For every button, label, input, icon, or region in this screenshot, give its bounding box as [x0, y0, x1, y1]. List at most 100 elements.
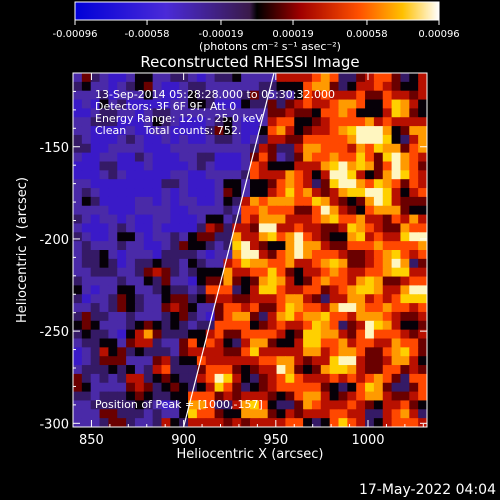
heatmap-cell [303, 400, 313, 410]
heatmap-cell [223, 382, 233, 393]
heatmap-cell [409, 382, 419, 393]
heatmap-cell [232, 179, 242, 189]
heatmap-cell [170, 409, 180, 419]
heatmap-cell [400, 196, 410, 207]
heatmap-cell [73, 276, 83, 286]
heatmap-cell [365, 134, 375, 145]
heatmap-cell [134, 214, 145, 225]
heatmap-cell [241, 320, 251, 331]
heatmap-cell [90, 73, 101, 83]
heatmap-cell [267, 126, 278, 136]
heatmap-cell [418, 250, 427, 260]
heatmap-cell [418, 276, 427, 286]
heatmap-cell [196, 391, 207, 402]
heatmap-cell [285, 338, 295, 348]
heatmap-cell [81, 311, 92, 322]
heatmap-cell [356, 117, 366, 127]
heatmap-cell [320, 73, 331, 83]
heatmap-cell [117, 232, 127, 242]
heatmap-cell [214, 338, 225, 348]
heatmap-cell [108, 223, 118, 233]
heatmap-cell [418, 241, 427, 251]
heatmap-cell [294, 267, 304, 278]
heatmap-cell [294, 90, 304, 101]
heatmap-cell [143, 382, 154, 393]
heatmap-cell [391, 152, 402, 163]
heatmap-cell [161, 276, 171, 286]
heatmap-cell [73, 258, 83, 269]
heatmap-cell [99, 196, 109, 207]
heatmap-cell [81, 90, 92, 101]
heatmap-cell [214, 188, 225, 198]
heatmap-cell [196, 214, 207, 225]
heatmap-cell [382, 267, 393, 278]
heatmap-cell [329, 108, 340, 118]
heatmap-cell [205, 267, 216, 278]
heatmap-cell [267, 365, 278, 375]
heatmap-cell [170, 391, 180, 402]
heatmap-cell [205, 303, 216, 313]
heatmap-cell [365, 241, 375, 251]
heatmap-cell [311, 90, 322, 101]
heatmap-cell [373, 161, 384, 171]
heatmap-cell [232, 126, 242, 136]
heatmap-cell [152, 179, 163, 189]
heatmap-cell [250, 294, 260, 304]
heatmap-cell [241, 170, 251, 180]
heatmap-cell [329, 196, 340, 207]
heatmap-cell [303, 303, 313, 313]
heatmap-cell [373, 329, 384, 340]
heatmap-cell [152, 303, 163, 313]
heatmap-cell [418, 161, 427, 171]
heatmap-cell [188, 152, 198, 163]
heatmap-cell [143, 285, 154, 295]
heatmap-cell [267, 205, 278, 216]
heatmap-cell [81, 391, 92, 402]
heatmap-cell [391, 294, 402, 304]
heatmap-cell [143, 418, 154, 427]
heatmap-cell [365, 99, 375, 109]
heatmap-cell [391, 196, 402, 207]
heatmap-cell [179, 126, 189, 136]
heatmap-cell [276, 391, 286, 402]
heatmap-cell [391, 303, 402, 313]
heatmap-cell [152, 391, 163, 402]
heatmap-cell [90, 347, 101, 357]
heatmap-cell [117, 152, 127, 163]
heatmap-cell [223, 365, 233, 375]
heatmap-cell [338, 347, 348, 357]
heatmap-cell [382, 196, 393, 207]
heatmap-cell [294, 241, 304, 251]
heatmap-cell [338, 267, 348, 278]
heatmap-cell [338, 382, 348, 393]
heatmap-cell [391, 409, 402, 419]
heatmap-cell [99, 373, 109, 384]
heatmap-cell [400, 179, 410, 189]
heatmap-cell [391, 73, 402, 83]
heatmap-cell [276, 329, 286, 340]
heatmap-cell [347, 418, 357, 427]
heatmap-cell [90, 320, 101, 331]
heatmap-cell [161, 152, 171, 163]
heatmap-cell [170, 223, 180, 233]
heatmap-cell [117, 294, 127, 304]
heatmap-cell [196, 126, 207, 136]
heatmap-cell [170, 170, 180, 180]
heatmap-cell [99, 294, 109, 304]
heatmap-cell [214, 382, 225, 393]
heatmap-cell [250, 73, 260, 83]
heatmap-cell [196, 161, 207, 171]
heatmap-cell [73, 400, 83, 410]
heatmap-cell [285, 311, 295, 322]
heatmap-cell [285, 161, 295, 171]
heatmap-cell [373, 143, 384, 154]
heatmap-cell [338, 81, 348, 92]
heatmap-cell [81, 418, 92, 427]
heatmap-cell [382, 400, 393, 410]
heatmap-cell [126, 320, 136, 331]
heatmap-cell [409, 294, 419, 304]
heatmap-cell [214, 161, 225, 171]
heatmap-cell [241, 134, 251, 145]
heatmap-cell [126, 81, 136, 92]
heatmap-cell [126, 179, 136, 189]
